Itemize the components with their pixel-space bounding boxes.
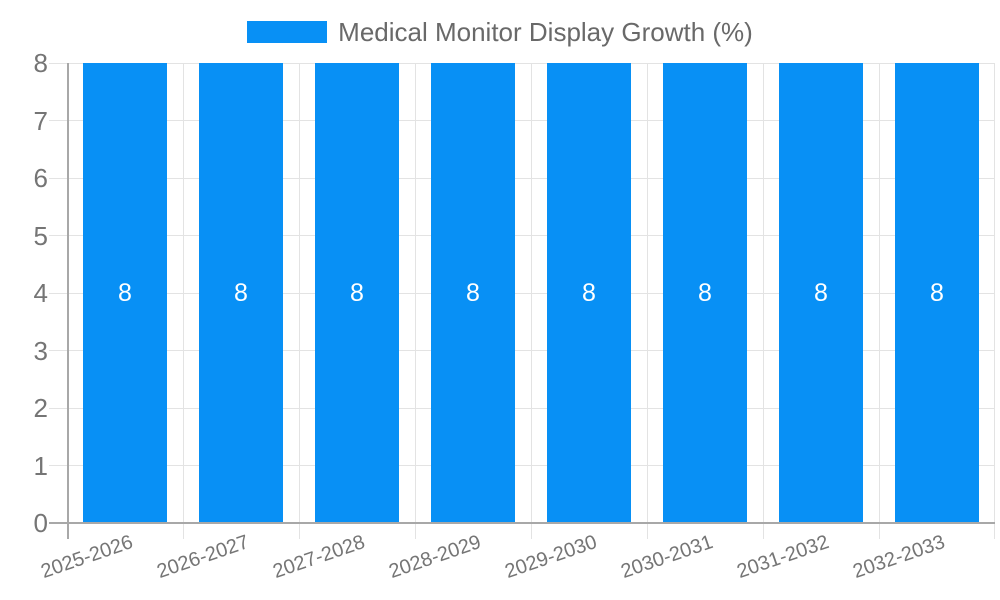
bar-value-label: 8 bbox=[118, 278, 132, 307]
bar-value-label: 8 bbox=[466, 278, 480, 307]
bar[interactable]: 8 bbox=[547, 63, 631, 523]
x-tick bbox=[647, 523, 648, 539]
y-tick-label: 3 bbox=[33, 335, 48, 366]
x-tick bbox=[763, 523, 764, 539]
bar[interactable]: 8 bbox=[199, 63, 283, 523]
x-tick-label: 2028-2029 bbox=[386, 531, 485, 583]
x-tick-label: 2026-2027 bbox=[154, 531, 253, 583]
h-gridline bbox=[49, 120, 995, 121]
bar[interactable]: 8 bbox=[779, 63, 863, 523]
x-tick-label: 2027-2028 bbox=[270, 531, 369, 583]
x-axis-line bbox=[49, 522, 995, 524]
v-gridline bbox=[879, 63, 880, 523]
bar[interactable]: 8 bbox=[431, 63, 515, 523]
x-tick-label: 2031-2032 bbox=[734, 531, 833, 583]
bar[interactable]: 8 bbox=[315, 63, 399, 523]
y-tick-label: 7 bbox=[33, 105, 48, 136]
y-tick-label: 8 bbox=[33, 48, 48, 78]
legend-swatch bbox=[247, 21, 328, 43]
x-tick bbox=[299, 523, 300, 539]
v-gridline bbox=[994, 63, 995, 523]
v-gridline bbox=[299, 63, 300, 523]
v-gridline bbox=[763, 63, 764, 523]
h-gridline bbox=[49, 407, 995, 409]
h-gridline bbox=[49, 235, 995, 236]
x-tick bbox=[879, 523, 880, 539]
bar-value-label: 8 bbox=[234, 278, 248, 307]
h-gridline bbox=[49, 465, 995, 466]
x-tick bbox=[531, 523, 532, 539]
y-tick-label: 4 bbox=[33, 278, 48, 308]
h-gridline bbox=[49, 177, 995, 179]
v-gridline bbox=[531, 63, 532, 523]
bar-value-label: 8 bbox=[350, 278, 364, 307]
h-gridline bbox=[49, 350, 995, 351]
x-tick-label: 2029-2030 bbox=[502, 531, 601, 583]
bar[interactable]: 8 bbox=[83, 63, 167, 523]
bar[interactable]: 8 bbox=[895, 63, 979, 523]
h-gridline bbox=[49, 62, 995, 64]
bar-value-label: 8 bbox=[582, 278, 596, 307]
y-tick-label: 5 bbox=[33, 220, 48, 251]
bar-value-label: 8 bbox=[930, 278, 944, 307]
y-tick-label: 0 bbox=[33, 508, 48, 538]
v-gridline bbox=[647, 63, 648, 523]
y-axis-line bbox=[67, 63, 69, 539]
bar-value-label: 8 bbox=[814, 278, 828, 307]
v-gridline bbox=[415, 63, 416, 523]
y-tick-label: 1 bbox=[33, 450, 48, 481]
x-tick bbox=[415, 523, 416, 539]
bar-value-label: 8 bbox=[698, 278, 712, 307]
x-tick bbox=[183, 523, 184, 539]
h-gridline bbox=[49, 292, 995, 294]
x-tick-label: 2032-2033 bbox=[850, 531, 949, 583]
legend-label: Medical Monitor Display Growth (%) bbox=[338, 17, 753, 47]
y-tick-label: 6 bbox=[33, 163, 48, 193]
plot-area: 8 8 8 8 8 8 8 8 bbox=[49, 62, 995, 539]
x-tick bbox=[994, 523, 995, 539]
bar[interactable]: 8 bbox=[663, 63, 747, 523]
v-gridline bbox=[183, 63, 184, 523]
x-tick-label: 2025-2026 bbox=[38, 531, 137, 583]
y-tick-label: 2 bbox=[33, 393, 48, 423]
x-tick-label: 2030-2031 bbox=[618, 531, 717, 583]
legend[interactable]: Medical Monitor Display Growth (%) bbox=[0, 14, 1000, 50]
